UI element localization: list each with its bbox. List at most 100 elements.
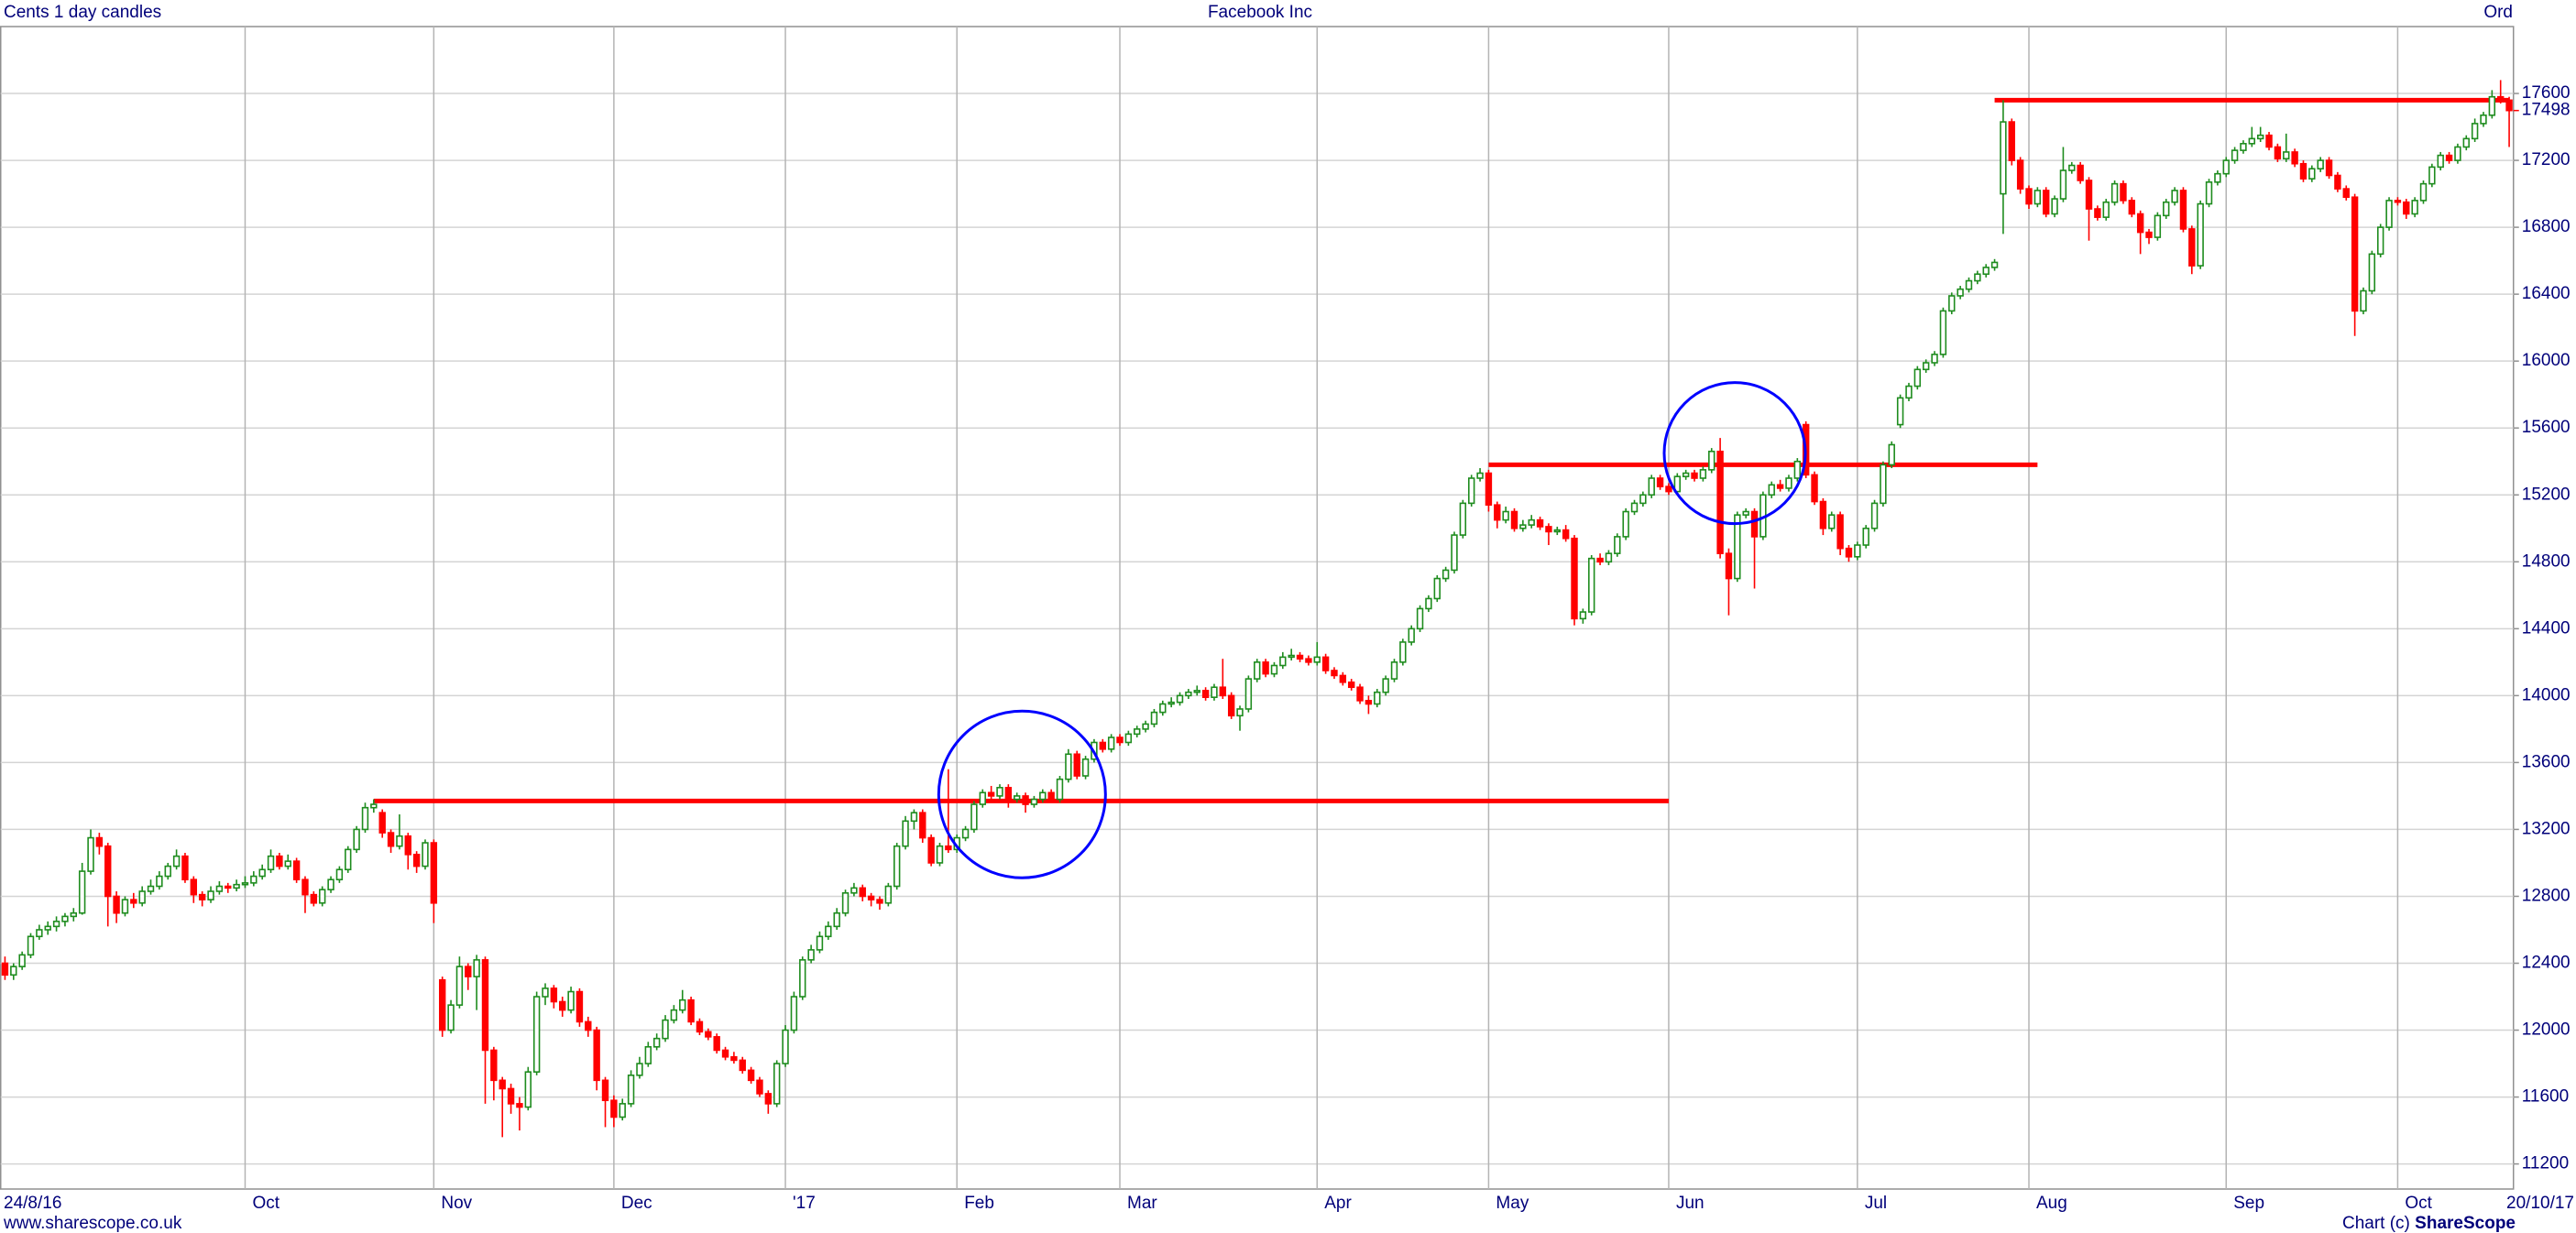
candle-body bbox=[361, 806, 369, 831]
candle-body bbox=[1596, 557, 1604, 563]
candle-body bbox=[1004, 786, 1013, 801]
candle-body bbox=[292, 860, 301, 881]
candle-body bbox=[2497, 95, 2505, 102]
candle-body bbox=[52, 921, 60, 928]
candle-body bbox=[756, 1079, 763, 1095]
candle-body bbox=[1374, 691, 1381, 705]
candle-body bbox=[1819, 500, 1827, 529]
candle-body bbox=[1159, 703, 1167, 714]
y-tick-label: 16000 bbox=[2522, 351, 2571, 370]
candle-body bbox=[138, 890, 146, 904]
candle-body bbox=[147, 885, 155, 892]
x-tick-label: Jul bbox=[1865, 1194, 1887, 1213]
annotations bbox=[373, 97, 2510, 803]
candle-body bbox=[1579, 611, 1587, 620]
candle-body bbox=[782, 1029, 789, 1064]
candle-body bbox=[1150, 711, 1158, 726]
candle-body bbox=[396, 835, 403, 847]
candle-body bbox=[1390, 661, 1398, 680]
candle-body bbox=[61, 915, 69, 922]
candle-body bbox=[945, 845, 952, 851]
candle-body bbox=[2394, 200, 2402, 203]
candle-body bbox=[10, 966, 17, 977]
candle-body bbox=[113, 895, 120, 914]
candle-body bbox=[1416, 607, 1424, 630]
candle-body bbox=[542, 987, 549, 998]
candle-body bbox=[2256, 134, 2264, 140]
x-tick-label: Jun bbox=[1676, 1194, 1705, 1213]
candle-body bbox=[1776, 484, 1784, 489]
candle-body bbox=[412, 854, 421, 867]
x-tick-label: Aug bbox=[2036, 1194, 2067, 1213]
candle-body bbox=[1288, 654, 1295, 659]
last-price-label: 17498 bbox=[2522, 101, 2571, 120]
candle-body bbox=[1553, 529, 1561, 533]
candle-body bbox=[1485, 472, 1493, 507]
y-tick-label: 14800 bbox=[2522, 551, 2571, 571]
candle-body bbox=[1896, 397, 1904, 426]
candle-body bbox=[1451, 534, 1458, 572]
candle-body bbox=[1254, 661, 1261, 680]
candle-body bbox=[687, 998, 695, 1023]
candle-body bbox=[2102, 201, 2110, 218]
candle-body bbox=[2136, 213, 2144, 234]
candle-body bbox=[919, 812, 926, 839]
x-tick-label: 24/8/16 bbox=[4, 1194, 61, 1213]
y-tick-label: 13200 bbox=[2522, 819, 2571, 838]
x-tick-label: Sep bbox=[2233, 1194, 2264, 1213]
candle-body bbox=[233, 883, 240, 889]
candle-body bbox=[1227, 694, 1235, 717]
candle-body bbox=[455, 966, 464, 1006]
footer-credit: Chart (c) ShareScope bbox=[2342, 1214, 2516, 1233]
candle-body bbox=[473, 959, 480, 977]
candle-body bbox=[481, 959, 489, 1052]
candle-body bbox=[1691, 472, 1698, 479]
y-tick-label: 13600 bbox=[2522, 752, 2571, 771]
candle-body bbox=[2085, 180, 2093, 210]
candle-body bbox=[1296, 654, 1304, 660]
candle-body bbox=[1639, 494, 1647, 505]
x-tick-label: Mar bbox=[1127, 1194, 1157, 1213]
candle-body bbox=[747, 1069, 755, 1082]
highlight-circle bbox=[1662, 381, 1807, 526]
candle-body bbox=[1862, 527, 1869, 546]
candle-body bbox=[1039, 791, 1047, 801]
candle-body bbox=[499, 1079, 506, 1090]
candle-body bbox=[1519, 524, 1527, 529]
candle-body bbox=[1321, 656, 1330, 671]
candle-body bbox=[2188, 228, 2196, 267]
candle-body bbox=[378, 812, 386, 834]
candle-body bbox=[532, 996, 541, 1073]
footer-url: www.sharescope.co.uk bbox=[3, 1214, 182, 1233]
candle-body bbox=[327, 878, 334, 890]
y-tick-label: 16400 bbox=[2522, 284, 2571, 303]
candle-body bbox=[2462, 137, 2470, 148]
candle-body bbox=[2265, 134, 2273, 148]
candle-body bbox=[1356, 686, 1364, 702]
candle-body bbox=[2351, 196, 2359, 312]
candle-body bbox=[2154, 214, 2162, 238]
candle-body bbox=[198, 893, 206, 900]
candle-body bbox=[310, 893, 318, 904]
candle-body bbox=[2411, 200, 2418, 215]
x-tick-label: '17 bbox=[793, 1194, 816, 1213]
candle-body bbox=[1399, 641, 1407, 663]
candle-body bbox=[713, 1036, 720, 1052]
candle-body bbox=[1022, 795, 1029, 805]
candle-body bbox=[2419, 182, 2428, 202]
candle-body bbox=[1030, 798, 1038, 805]
candle-body bbox=[1699, 469, 1707, 479]
candle-body bbox=[2308, 168, 2316, 180]
candle-body bbox=[996, 786, 1003, 797]
candle-body bbox=[1116, 737, 1124, 744]
candle-body bbox=[276, 855, 283, 867]
candle-body bbox=[439, 978, 446, 1031]
candle-body bbox=[1536, 518, 1544, 528]
candle-body bbox=[95, 836, 104, 847]
candle-body bbox=[1382, 678, 1389, 693]
candle-body bbox=[1793, 460, 1802, 479]
candle-body bbox=[619, 1103, 626, 1118]
candle-body bbox=[2094, 208, 2101, 218]
candle-body bbox=[1854, 544, 1861, 558]
candle-body bbox=[516, 1103, 523, 1108]
